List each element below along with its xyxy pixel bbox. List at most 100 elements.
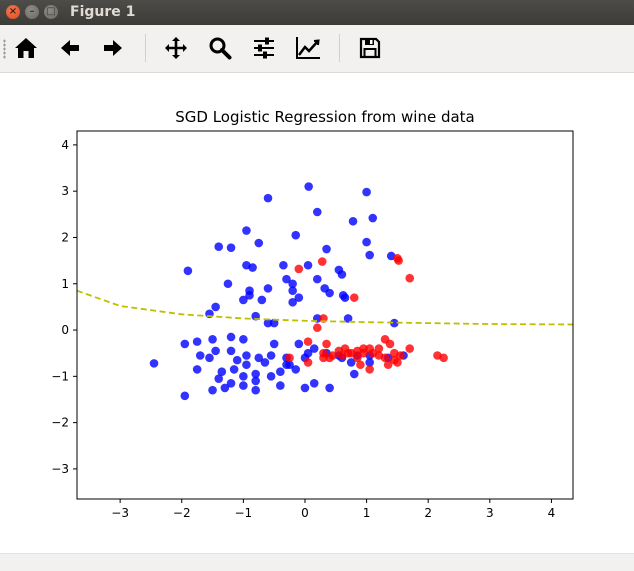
data-point-series-1 [359, 348, 368, 358]
data-point-series-0 [337, 270, 347, 279]
save-button[interactable] [356, 34, 384, 62]
data-point-series-1 [394, 256, 403, 265]
data-point-series-0 [365, 250, 374, 260]
data-point-series-0 [239, 335, 248, 344]
forward-button[interactable] [99, 34, 127, 62]
data-point-series-1 [356, 360, 365, 370]
y-tick-label: 1 [61, 277, 69, 291]
edit-axes-button[interactable] [294, 34, 322, 62]
window-titlebar: × – □ Figure 1 [0, 0, 634, 25]
data-point-series-0 [348, 216, 358, 226]
x-tick-label: −1 [235, 506, 253, 520]
data-point-series-0 [346, 358, 356, 367]
data-point-series-0 [226, 346, 236, 356]
data-point-series-0 [266, 351, 276, 360]
y-tick-label: 0 [61, 323, 69, 337]
data-point-series-1 [393, 358, 402, 367]
data-point-series-0 [183, 266, 193, 276]
data-point-series-0 [242, 360, 251, 370]
data-point-series-0 [291, 365, 301, 374]
window-close-button[interactable]: × [6, 5, 20, 19]
line-chart-icon [296, 37, 320, 59]
home-button[interactable] [12, 34, 40, 62]
data-point-series-1 [285, 353, 294, 363]
toolbar-separator [145, 34, 146, 62]
back-button[interactable] [56, 34, 84, 62]
data-point-series-0 [362, 237, 371, 247]
data-point-series-0 [282, 274, 291, 284]
data-point-series-1 [343, 348, 353, 358]
data-point-series-1 [365, 365, 374, 374]
data-point-series-0 [269, 318, 279, 328]
data-point-series-0 [226, 332, 236, 342]
data-point-series-0 [208, 385, 217, 395]
data-point-series-0 [242, 351, 251, 360]
data-point-series-0 [303, 260, 313, 270]
data-point-series-1 [294, 264, 304, 274]
data-point-series-1 [439, 353, 448, 363]
data-point-series-0 [226, 243, 236, 252]
window-title: Figure 1 [70, 4, 136, 20]
y-tick-label: 3 [61, 184, 69, 198]
data-point-series-0 [239, 381, 248, 390]
data-point-series-0 [263, 318, 273, 328]
data-point-series-0 [300, 383, 310, 393]
data-point-series-0 [309, 378, 319, 388]
data-point-series-0 [269, 339, 279, 349]
y-tick-label: 4 [61, 138, 69, 152]
data-point-series-1 [303, 358, 313, 367]
data-point-series-0 [242, 226, 251, 235]
x-tick-label: 2 [424, 506, 432, 520]
plot-marks [77, 182, 573, 401]
data-point-series-0 [312, 274, 322, 284]
subplots-button[interactable] [250, 34, 278, 62]
y-tick-label: 2 [61, 230, 69, 244]
magnifier-icon [209, 37, 232, 60]
zoom-button[interactable] [206, 34, 234, 62]
data-point-series-0 [195, 351, 205, 360]
window-maximize-button[interactable]: □ [44, 5, 58, 19]
data-point-series-1 [303, 337, 313, 346]
data-point-series-0 [288, 279, 297, 289]
home-icon [15, 38, 37, 58]
toolbar-grip[interactable] [3, 39, 6, 59]
data-point-series-0 [322, 244, 331, 254]
data-point-series-0 [251, 376, 260, 386]
data-point-series-0 [288, 286, 297, 295]
data-point-series-0 [251, 385, 260, 395]
y-tick-label: −2 [51, 416, 69, 430]
data-point-series-1 [349, 293, 359, 302]
data-point-series-0 [276, 367, 285, 377]
data-point-series-1 [312, 323, 322, 333]
data-point-series-0 [239, 372, 248, 381]
scatter-plot: SGD Logistic Regression from wine data −… [51, 108, 574, 520]
data-point-series-0 [211, 346, 220, 356]
data-point-series-0 [294, 293, 304, 302]
data-point-series-0 [217, 367, 227, 377]
decision-boundary-line [77, 289, 573, 326]
arrow-left-icon [61, 40, 79, 56]
data-point-series-0 [254, 238, 264, 248]
data-point-series-0 [309, 344, 319, 353]
data-point-series-0 [340, 293, 350, 302]
data-point-series-0 [263, 193, 273, 203]
data-point-series-1 [322, 339, 331, 349]
data-point-series-0 [266, 372, 276, 381]
data-point-series-0 [257, 295, 267, 305]
data-point-series-0 [208, 335, 217, 344]
data-point-series-0 [239, 295, 248, 305]
window-minimize-button[interactable]: – [25, 5, 39, 19]
move-icon [165, 37, 187, 59]
data-point-series-0 [279, 260, 288, 270]
data-point-series-1 [405, 273, 415, 283]
data-point-series-1 [380, 353, 390, 363]
figure-canvas[interactable]: SGD Logistic Regression from wine data −… [0, 73, 634, 553]
data-point-series-0 [220, 383, 230, 393]
pan-button[interactable] [162, 34, 190, 62]
data-point-series-0 [294, 339, 304, 349]
chart-title: SGD Logistic Regression from wine data [175, 108, 475, 126]
data-point-series-1 [383, 360, 393, 370]
data-point-series-0 [245, 291, 254, 300]
data-point-series-0 [263, 284, 273, 293]
data-point-series-0 [303, 348, 313, 358]
